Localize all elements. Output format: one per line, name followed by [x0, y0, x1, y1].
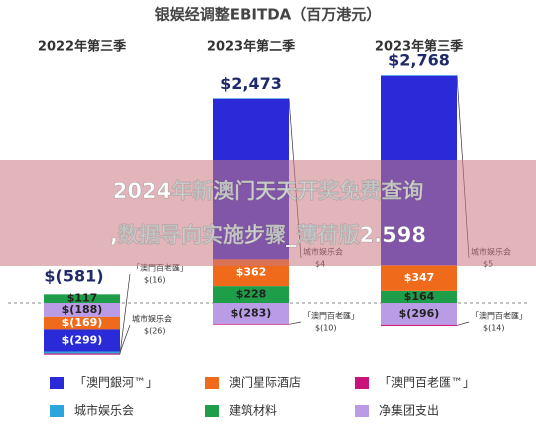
value-label: $(296) [399, 307, 440, 320]
bar-segment [381, 303, 457, 325]
callout-value: $(10) [315, 324, 337, 333]
x-tick-label: 2023年第二季 [207, 39, 295, 55]
value-label: $(188) [62, 303, 103, 316]
value-label: $(299) [62, 333, 103, 346]
bar-segment [213, 303, 289, 324]
callout-name: 「澳門百老匯」 [471, 311, 527, 321]
value-label: $(283) [231, 306, 272, 319]
callout-name: 城市娱乐会 [132, 314, 172, 324]
legend-swatch [50, 377, 64, 389]
legend-swatch [50, 405, 64, 417]
legend-label: 建筑材料 [229, 403, 277, 418]
legend: 「澳門銀河™」 澳门星际酒店 「澳門百老匯™」城市娱乐会 建筑材料 净集团支出 [50, 375, 475, 418]
bar-segment [44, 303, 120, 317]
legend-label: 净集团支出 [379, 403, 439, 418]
bar-segment [44, 351, 120, 354]
bar-segment [44, 329, 120, 352]
overlay-text: 2024年新澳门天天开奖免费查询 [113, 179, 423, 203]
callout-line [119, 273, 131, 355]
callout-name: 「澳門百老匯」 [132, 263, 188, 273]
bar-segment [213, 286, 289, 303]
bar-segment [44, 294, 120, 303]
callout-value: $(16) [144, 276, 166, 285]
legend-swatch [205, 377, 219, 389]
bar-segment [381, 290, 457, 303]
value-label: $117 [67, 292, 98, 305]
callout-line [456, 321, 470, 326]
legend-label: 城市娱乐会 [74, 403, 134, 418]
x-tick-label: 2023年第三季 [375, 39, 463, 55]
bar-segment [44, 353, 120, 355]
callout-line [288, 321, 302, 325]
x-tick-label: 2022年第三季 [38, 39, 126, 55]
overlay-band [0, 160, 536, 266]
bar-segment [213, 323, 289, 325]
bar-segment [44, 316, 120, 330]
value-label: $164 [404, 290, 435, 303]
legend-label: 「澳門百老匯™」 [379, 376, 475, 390]
legend-label: 澳门星际酒店 [229, 375, 301, 390]
callout-value: $(14) [483, 324, 505, 333]
bar-segment [213, 98, 289, 99]
value-label: $(169) [62, 316, 103, 329]
value-label: $347 [404, 271, 435, 284]
legend-swatch [355, 405, 369, 417]
overlay-text: ,数据导向实施步骤_薄荷版2.598 [110, 223, 426, 247]
legend-label: 「澳門銀河™」 [74, 376, 158, 390]
value-label: $362 [236, 266, 267, 279]
total-label: $(581) [44, 267, 103, 286]
legend-swatch [205, 405, 219, 417]
total-label: $2,473 [220, 74, 282, 93]
bar-segment [381, 75, 457, 76]
callout-name: 「澳門百老匯」 [303, 311, 359, 321]
legend-swatch [355, 377, 369, 389]
bar-segment [381, 324, 457, 326]
value-label: $228 [236, 288, 267, 301]
total-label: $2,768 [388, 51, 450, 70]
callout-value: $(26) [144, 327, 166, 336]
bar-segment [381, 265, 457, 291]
chart-title: 银娱经调整EBITDA（百万港元） [155, 6, 382, 24]
callout-line [119, 324, 131, 353]
